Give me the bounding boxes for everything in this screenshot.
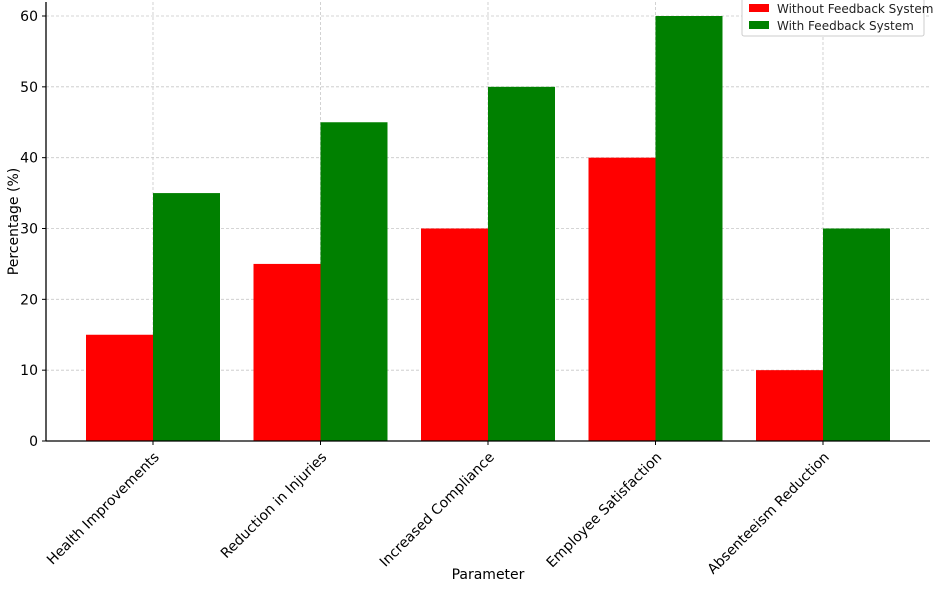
bar-without-feedback-1 (253, 263, 321, 441)
y-tick-label: 60 (20, 9, 38, 25)
x-tick-label: Reduction in Injuries (218, 449, 330, 561)
y-tick-label: 30 (20, 222, 38, 238)
bar-without-feedback-4 (756, 370, 823, 441)
x-tick-label: Employee Satisfaction (544, 449, 666, 571)
bar-without-feedback-3 (588, 157, 656, 441)
y-tick-label: 50 (20, 80, 38, 96)
legend-swatch-with-feedback (749, 21, 769, 29)
x-axis-title: Parameter (452, 567, 525, 583)
x-tick-label: Health Improvements (44, 449, 163, 568)
x-tick-label: Absenteeism Reduction (705, 449, 833, 577)
y-tick-label: 0 (29, 434, 38, 450)
y-tick-label: 20 (20, 292, 38, 308)
legend: Without Feedback System With Feedback Sy… (741, 0, 933, 37)
axes (42, 2, 930, 445)
bar-with-feedback-0 (153, 193, 220, 441)
legend-box (741, 0, 925, 37)
bar-with-feedback-3 (655, 16, 723, 441)
legend-label-with-feedback: With Feedback System (777, 19, 914, 33)
y-axis-title: Percentage (%) (6, 168, 22, 275)
y-tick-label: 10 (20, 363, 38, 379)
x-tick-label: Increased Compliance (377, 449, 498, 570)
bar-with-feedback-2 (488, 86, 555, 441)
bar-without-feedback-0 (86, 334, 153, 441)
legend-label-without-feedback: Without Feedback System (777, 2, 933, 16)
bar-without-feedback-2 (421, 228, 488, 441)
bar-with-feedback-4 (823, 228, 890, 441)
legend-swatch-without-feedback (749, 4, 769, 12)
bars (86, 16, 890, 441)
bar-with-feedback-1 (320, 122, 388, 441)
y-tick-label: 40 (20, 151, 38, 167)
